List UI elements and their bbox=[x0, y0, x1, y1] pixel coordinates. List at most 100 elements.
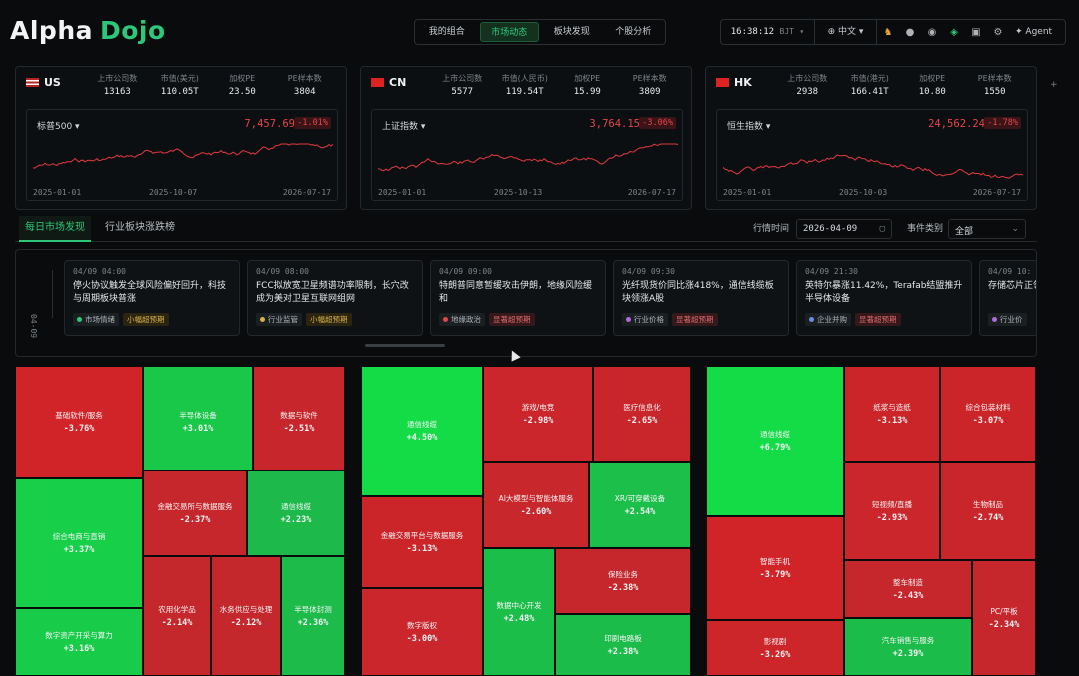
chevron-down-icon: ⌄ bbox=[1011, 224, 1019, 234]
heatmap-cell[interactable]: 综合电商与直销 +3.37% bbox=[15, 478, 143, 608]
timeline-scrollbar[interactable] bbox=[365, 344, 445, 347]
nav-portfolio[interactable]: 我的组合 bbox=[428, 27, 465, 37]
heatmap-cell[interactable]: 印刷电路板 +2.38% bbox=[555, 614, 691, 676]
nav-sector[interactable]: 板块发现 bbox=[553, 27, 590, 37]
index-line-chart bbox=[723, 154, 1023, 179]
heatmap-cell[interactable]: 农用化学品 -2.14% bbox=[143, 556, 211, 676]
book-icon[interactable]: ▣ bbox=[971, 26, 981, 38]
heatmap-cell[interactable]: 综合包装材料 -3.07% bbox=[940, 366, 1036, 462]
heatmap-cell[interactable]: 保险业务 -2.38% bbox=[555, 548, 691, 614]
heatmap-cell[interactable]: 金融交易平台与数据服务 -3.13% bbox=[361, 496, 483, 588]
event-card[interactable]: 04/09 08:00 FCC拟放宽卫星频谱功率限制，长穴改成为美对卫星互联网组网… bbox=[247, 260, 423, 336]
heatmap-cell[interactable]: 半导体封测 +2.36% bbox=[281, 556, 345, 676]
event-time: 04/09 04:00 bbox=[73, 267, 126, 276]
index-select[interactable]: 恒生指数 ▾ bbox=[727, 122, 771, 132]
index-chart-cn[interactable]: 上证指数 ▾ 3,764.15 -3.06% 2025-01-01 2025-1… bbox=[371, 109, 683, 201]
agent-button[interactable]: ✦ Agent bbox=[1015, 27, 1053, 37]
language-select[interactable]: ⊕ 中文 ▾ bbox=[815, 20, 877, 44]
heatmap-cell[interactable]: 汽车销售与服务 +2.39% bbox=[844, 618, 972, 676]
sector-name: 农用化学品 bbox=[158, 605, 196, 614]
event-card[interactable]: 04/09 21:30 英特尔暴涨11.42%，Terafab结盟推升半导体设备企… bbox=[796, 260, 972, 336]
index-chart-hk[interactable]: 恒生指数 ▾ 24,562.24 -1.78% 2025-01-01 2025-… bbox=[716, 109, 1028, 201]
heatmap-us: 基础软件/服务 -3.76% 半导体设备 +3.01% 数据与软件 -2.51% 综合电商与… bbox=[15, 366, 359, 676]
index-select[interactable]: 标普500 ▾ bbox=[37, 122, 80, 132]
heatmap-cell[interactable]: 数字版权 -3.00% bbox=[361, 588, 483, 676]
nav-stock[interactable]: 个股分析 bbox=[615, 27, 652, 37]
sector-name: 短视频/直播 bbox=[871, 500, 913, 509]
event-tag: 地缘政治 bbox=[439, 313, 485, 326]
sector-change: -3.79% bbox=[759, 570, 791, 580]
discord-icon[interactable]: ◉ bbox=[927, 26, 937, 38]
bell-icon[interactable]: ♞ bbox=[883, 26, 893, 38]
calendar-icon: ▢ bbox=[879, 224, 885, 234]
sector-name: 综合电商与直销 bbox=[52, 532, 106, 541]
event-time: 04/09 21:30 bbox=[805, 267, 858, 276]
event-tag: 行业价格 bbox=[622, 313, 668, 326]
heatmap-cell[interactable]: 金融交易所与数据服务 -2.37% bbox=[143, 470, 247, 556]
event-title: 光纤现货价同比涨418%，通信线缆板块领涨A股 bbox=[622, 281, 774, 304]
event-card[interactable]: 04/09 09:00 特朗普同意暂缓攻击伊朗，地缘风险缓和 地缘政治 显著超预期 bbox=[430, 260, 606, 336]
date-picker[interactable]: 2026-04-09 ▢ bbox=[796, 219, 892, 239]
heatmap-cell[interactable]: 基础软件/服务 -3.76% bbox=[15, 366, 143, 478]
event-tag: 显著超预期 bbox=[489, 313, 535, 326]
heatmap-cell[interactable]: 纸浆与造纸 -3.13% bbox=[844, 366, 940, 462]
sector-change: +2.54% bbox=[624, 507, 656, 517]
heatmap-cell[interactable]: 数据中心开发 +2.48% bbox=[483, 548, 555, 676]
heatmap-cell[interactable]: 智能手机 -3.79% bbox=[706, 516, 844, 620]
event-card[interactable]: 04/09 04:00 停火协议触发全球风险偏好回升，科技与周期板块普涨 市场情绪小… bbox=[64, 260, 240, 336]
heatmap-cell[interactable]: 影视剧 -3.26% bbox=[706, 620, 844, 676]
heatmap-cell[interactable]: 数字资产开采与算力 +3.16% bbox=[15, 608, 143, 676]
market-overview: US 上市公司数 13163 市值(美元) 110.05T 加权PE 23.50 PE… bbox=[15, 66, 1037, 210]
heatmap-cell[interactable]: 半导体设备 +3.01% bbox=[143, 366, 253, 478]
event-tag: 企业并购 bbox=[805, 313, 851, 326]
panel-expand-icon[interactable]: + bbox=[1050, 80, 1058, 90]
sector-change: -3.13% bbox=[876, 416, 908, 426]
clock: 16:38:12 BJT ▾ bbox=[721, 20, 815, 44]
sector-name: 保险业务 bbox=[608, 570, 638, 579]
sector-change: -3.76% bbox=[63, 424, 95, 434]
sector-change: +6.79% bbox=[759, 443, 791, 453]
sector-change: -2.65% bbox=[626, 416, 658, 426]
event-type-select[interactable]: 全部 ⌄ bbox=[948, 219, 1026, 239]
heatmap-cell[interactable]: 水务供应与处理 -2.12% bbox=[211, 556, 281, 676]
sector-change: +2.48% bbox=[503, 614, 535, 624]
sector-change: -2.43% bbox=[892, 591, 924, 601]
sector-name: 数字资产开采与算力 bbox=[45, 631, 113, 640]
event-card[interactable]: 04/09 09:30 光纤现货价同比涨418%，通信线缆板块领涨A股 行业价格 显著… bbox=[613, 260, 789, 336]
event-tag: 显著超预期 bbox=[855, 313, 901, 326]
sector-name: 智能手机 bbox=[760, 557, 790, 566]
tab-sector-ranking[interactable]: 行业板块涨跌榜 bbox=[105, 222, 175, 233]
sector-name: 金融交易所与数据服务 bbox=[157, 502, 233, 511]
heatmap-hk: 通信线缆 +6.79% 纸浆与造纸 -3.13% 综合包装材料 -3.07% 短视频/直播 -… bbox=[706, 366, 1036, 676]
sector-name: 数据中心开发 bbox=[496, 601, 542, 610]
sector-change: -2.14% bbox=[161, 618, 193, 628]
heatmap-cell[interactable]: 整车制造 -2.43% bbox=[844, 560, 972, 618]
sector-change: -3.26% bbox=[759, 650, 791, 660]
sector-name: 游戏/电竞 bbox=[521, 403, 555, 412]
heatmap-cell[interactable]: 通信线缆 +6.79% bbox=[706, 366, 844, 516]
us-flag-icon bbox=[26, 78, 39, 87]
event-timeline[interactable]: 04-09 04/09 04:00 停火协议触发全球风险偏好回升，科技与周期板块普… bbox=[15, 249, 1037, 357]
nav-market[interactable]: 市场动态 bbox=[479, 22, 539, 42]
heatmap-cell[interactable]: PC/平板 -2.34% bbox=[972, 560, 1036, 676]
heatmap-cell[interactable]: 短视频/直播 -2.93% bbox=[844, 462, 940, 560]
heatmap-cell[interactable]: AI大模型与智能体服务 -2.60% bbox=[483, 462, 589, 548]
event-card[interactable]: 04/09 10: 存储芯片正领跌港股行业价 bbox=[979, 260, 1036, 336]
heatmap-cell[interactable]: 通信线缆 +4.50% bbox=[361, 366, 483, 496]
app-logo[interactable]: Alpha Dojo bbox=[10, 16, 166, 45]
heatmap-cn: 通信线缆 +4.50% 游戏/电竞 -2.98% 医疗信息化 -2.65% AI大模型与智能… bbox=[361, 366, 691, 676]
index-select[interactable]: 上证指数 ▾ bbox=[382, 122, 426, 132]
sector-name: PC/平板 bbox=[990, 607, 1018, 616]
heatmap-cell[interactable]: XR/可穿戴设备 +2.54% bbox=[589, 462, 691, 548]
tab-daily-discovery[interactable]: 每日市场发现 bbox=[19, 216, 91, 242]
wechat-icon[interactable]: ◈ bbox=[950, 26, 958, 38]
github-icon[interactable]: ● bbox=[905, 26, 915, 38]
event-title: 存储芯片正领跌港股 bbox=[988, 281, 1036, 291]
heatmap-cell[interactable]: 通信线缆 +2.23% bbox=[247, 470, 345, 556]
heatmap-cell[interactable]: 医疗信息化 -2.65% bbox=[593, 366, 691, 462]
settings-icon[interactable]: ⚙ bbox=[993, 26, 1003, 38]
heatmap-cell[interactable]: 生物制品 -2.74% bbox=[940, 462, 1036, 560]
heatmap-cell[interactable]: 数据与软件 -2.51% bbox=[253, 366, 345, 478]
index-chart-us[interactable]: 标普500 ▾ 7,457.69 -1.01% 2025-01-01 2025-… bbox=[26, 109, 338, 201]
heatmap-cell[interactable]: 游戏/电竞 -2.98% bbox=[483, 366, 593, 462]
